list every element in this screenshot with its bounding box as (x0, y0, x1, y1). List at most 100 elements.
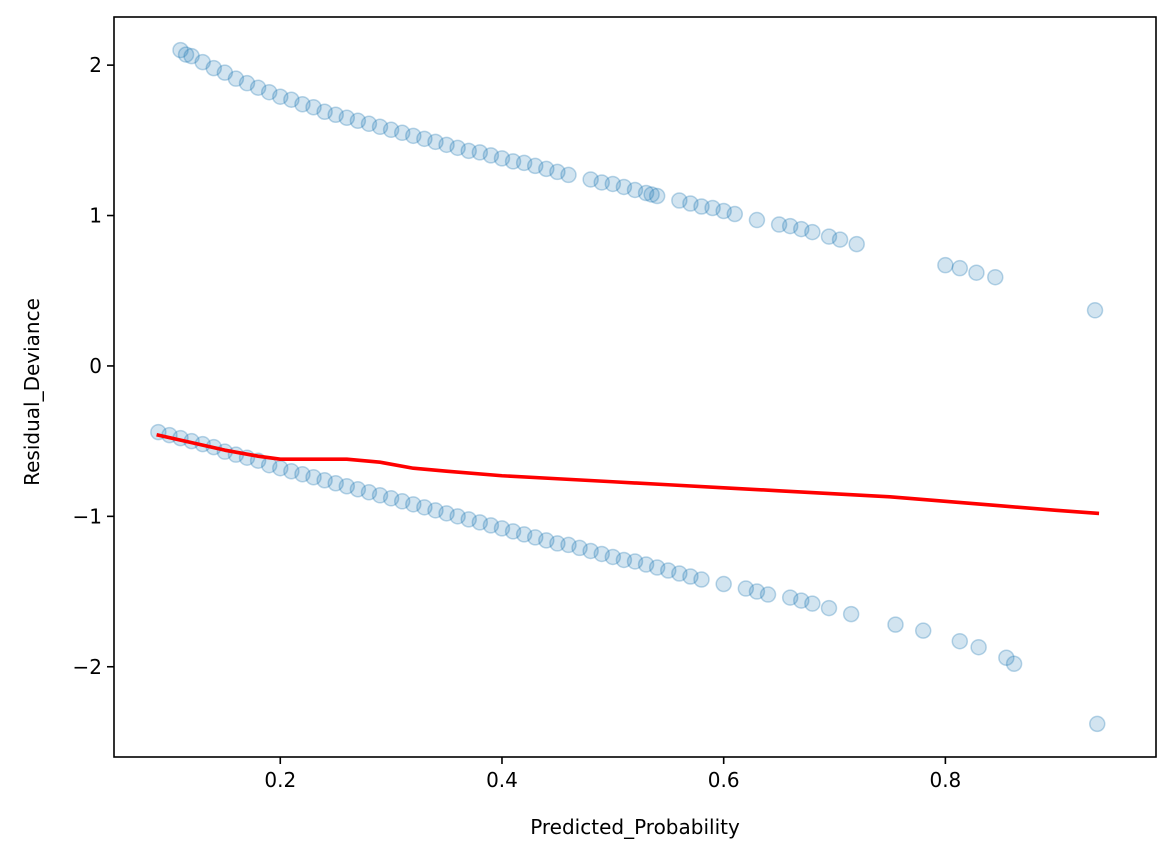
y-tick-label: 0 (89, 354, 102, 378)
scatter-point (968, 264, 985, 281)
scatter-point (416, 499, 433, 516)
scatter-point (637, 556, 655, 573)
scatter-point (305, 98, 322, 116)
scatter-point (781, 589, 799, 606)
scatter-point (831, 231, 849, 248)
scatter-point (693, 571, 710, 588)
scatter-point (914, 622, 932, 639)
scatter-point (820, 599, 838, 617)
scatter-point (549, 163, 566, 181)
scatter-point (382, 121, 400, 139)
scatter-point (338, 478, 356, 495)
scatter-point (560, 166, 577, 184)
scatter-point (504, 153, 522, 170)
scatter-series (150, 423, 1106, 733)
scatter-point (737, 580, 755, 597)
scatter-point (393, 493, 411, 510)
scatter-point (615, 551, 633, 569)
scatter-point (294, 95, 311, 113)
scatter-point (770, 216, 788, 233)
scatter-point (804, 595, 821, 612)
scatter-point (682, 195, 699, 212)
scatter-point (216, 64, 234, 81)
scatter-point (338, 109, 356, 127)
scatter-point (371, 487, 389, 504)
scatter-point (515, 526, 533, 543)
x-axis: 0.2 0.4 0.6 0.8 (264, 757, 961, 792)
scatter-point (427, 133, 444, 151)
lowess-line (156, 432, 1100, 516)
y-tick-label: 2 (89, 53, 102, 77)
scatter-point (405, 496, 422, 513)
scatter-point (671, 192, 688, 209)
scatter-point (643, 186, 660, 203)
scatter-point (887, 616, 904, 633)
scatter-point (604, 175, 622, 193)
plot-area (150, 41, 1106, 733)
x-tick-label: 0.2 (264, 768, 296, 792)
scatter-point (748, 211, 766, 229)
scatter-point (951, 259, 969, 277)
scatter-point (177, 46, 195, 63)
scatter-point (460, 511, 477, 528)
scatter-point (682, 568, 699, 585)
scatter-point (349, 481, 367, 498)
scatter-point (998, 649, 1015, 666)
scatter-point (842, 605, 860, 623)
scatter-point (704, 199, 721, 217)
scatter-point (987, 268, 1004, 286)
scatter-point (820, 228, 838, 245)
scatter-point (1086, 302, 1104, 319)
scatter-point (405, 127, 422, 145)
scatter-point (715, 202, 732, 220)
scatter-point (283, 462, 300, 480)
scatter-point (438, 136, 455, 154)
scatter-point (951, 632, 969, 650)
scatter-point (693, 198, 710, 215)
scatter-point (582, 171, 599, 188)
scatter-point (471, 514, 489, 531)
scatter-point (172, 41, 189, 59)
scatter-point (515, 154, 533, 172)
scatter-point (582, 542, 599, 560)
scatter-point (526, 157, 544, 175)
scatter-point (471, 144, 489, 161)
scatter-point (360, 115, 378, 133)
scatter-point (449, 139, 466, 157)
scatter-point (371, 118, 389, 136)
scatter-point (449, 508, 466, 525)
scatter-point (637, 184, 655, 202)
scatter-point (671, 565, 688, 582)
scatter-point (360, 484, 378, 501)
scatter-point (560, 536, 577, 554)
scatter-point (260, 83, 278, 101)
scatter-point (970, 638, 987, 656)
scatter-point (660, 562, 677, 579)
scatter-point (626, 553, 644, 570)
scatter-point (205, 59, 223, 77)
scatter-point (493, 150, 511, 167)
scatter-point (504, 523, 522, 540)
scatter-point (648, 187, 666, 205)
scatter-point (549, 535, 566, 552)
scatter-point (748, 583, 766, 600)
scatter-point (227, 70, 245, 87)
x-tick-label: 0.6 (708, 768, 740, 792)
x-axis-label: Predicted_Probability (530, 815, 740, 839)
scatter-point (715, 575, 732, 593)
scatter-point (937, 256, 954, 274)
scatter-point (615, 178, 633, 196)
scatter-point (427, 502, 444, 519)
scatter-point (249, 79, 267, 96)
scatter-point (1089, 715, 1106, 733)
y-axis-label: Residual_Deviance (20, 298, 44, 486)
scatter-point (382, 490, 400, 507)
scatter-point (648, 559, 666, 576)
scatter-point (327, 475, 344, 492)
scatter-point (294, 465, 311, 483)
x-tick-label: 0.8 (929, 768, 961, 792)
scatter-point (593, 545, 610, 563)
x-tick-label: 0.4 (486, 768, 518, 792)
